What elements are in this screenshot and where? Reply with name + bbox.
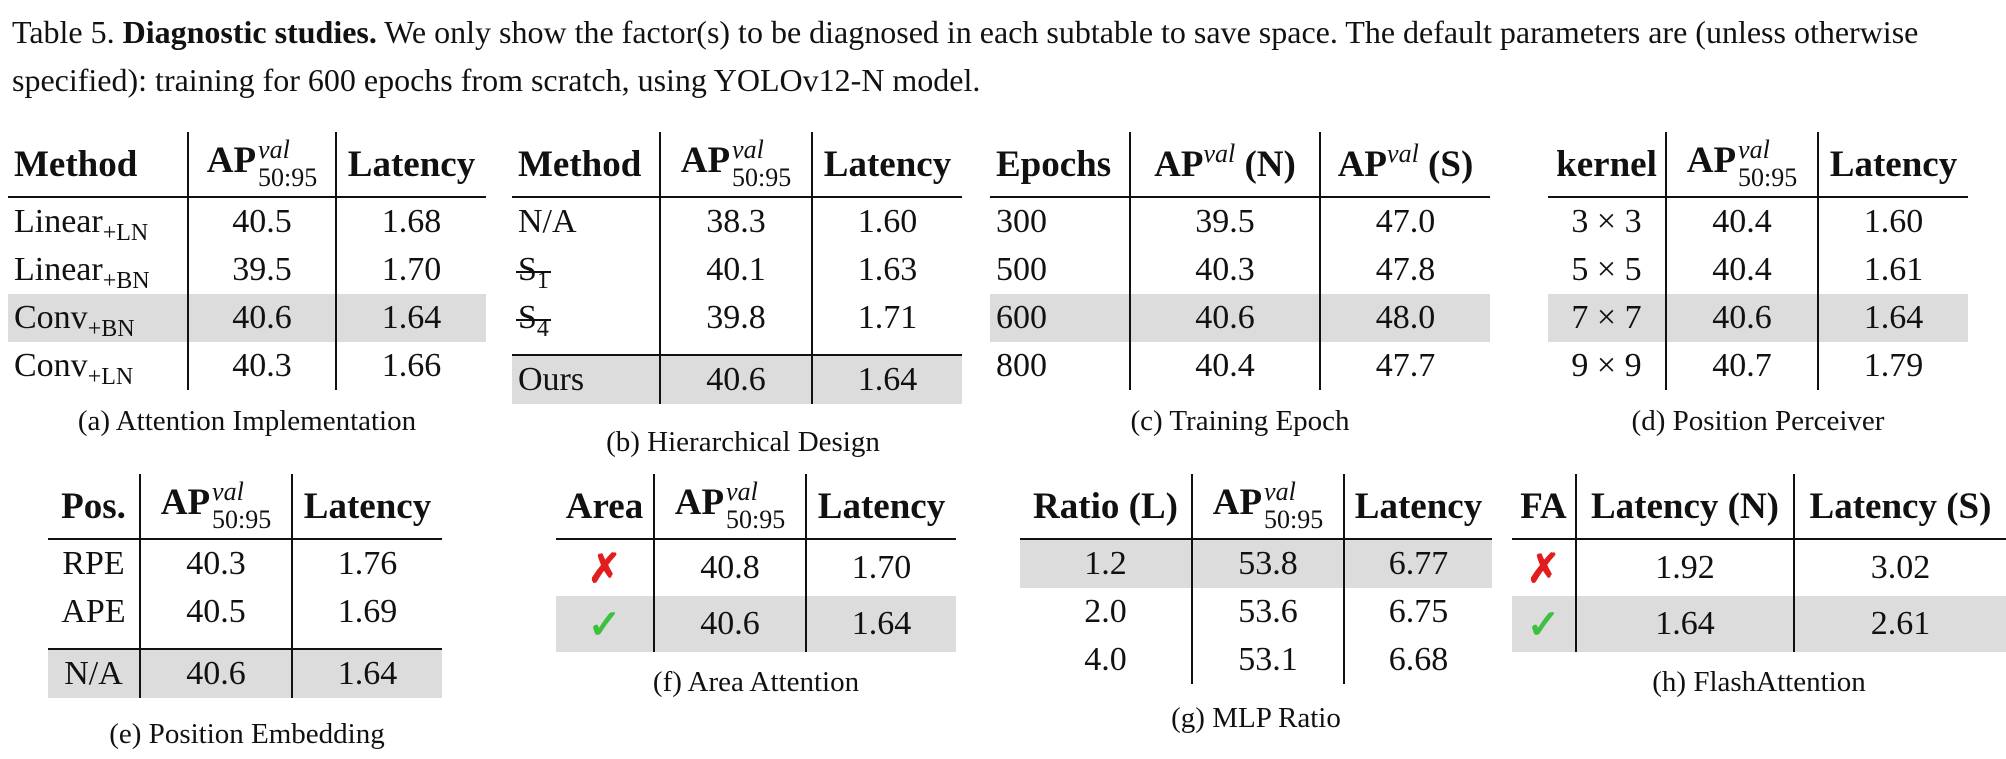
table-row: S1 40.1 1.63 (512, 246, 962, 294)
table-row: 500 40.3 47.8 (990, 246, 1490, 294)
header-latency-n: Latency (N) (1575, 474, 1794, 540)
table-row: Linear+BN 39.5 1.70 (8, 246, 486, 294)
header-kernel: kernel (1548, 132, 1666, 198)
subtable-g-caption: (g) MLP Ratio (1171, 702, 1341, 734)
header-pos: Pos. (48, 474, 140, 540)
table-row-highlighted: ✓ 1.64 2.61 (1512, 596, 2006, 652)
subtable-d: kernel AP val 50:95 Latency 3 × 3 40.4 1.6… (1548, 132, 1968, 390)
table-row-highlighted: Conv+BN 40.6 1.64 (8, 294, 486, 342)
attention-implementation-table: Method AP val 50:95 Latency Linear+LN 40.5… (8, 132, 486, 390)
subtable-g: Ratio (L) AP val 50:95 Latency 1.2 53.8 6.… (1020, 474, 1492, 684)
subtable-b-caption: (b) Hierarchical Design (606, 426, 880, 458)
table-row: 800 40.4 47.7 (990, 342, 1490, 390)
hierarchical-design-table: Method AP val 50:95 Latency N/A 38.3 1.60 … (512, 132, 962, 404)
subtable-c-caption: (c) Training Epoch (1130, 405, 1350, 437)
subtable-c: Epochs APval (N) APval (S) 300 39.5 47.0… (990, 132, 1490, 390)
header-ap: AP val 50:95 (187, 132, 336, 198)
table-row: S4 39.8 1.71 (512, 294, 962, 342)
subtable-h: FA Latency (N) Latency (S) ✗ 1.92 3.02 ✓… (1512, 474, 2006, 652)
table-row: 3 × 3 40.4 1.60 (1548, 197, 1968, 246)
subtable-f: Area AP val 50:95 Latency ✗ 40.8 1.70 ✓ 40… (556, 474, 956, 652)
mlp-ratio-table: Ratio (L) AP val 50:95 Latency 1.2 53.8 6.… (1020, 474, 1492, 684)
table-row-highlighted: ✓ 40.6 1.64 (556, 596, 956, 652)
subtable-e-caption: (e) Position Embedding (109, 718, 385, 750)
table-row: ✗ 40.8 1.70 (556, 539, 956, 596)
header-latency: Latency (291, 474, 442, 540)
header-epochs: Epochs (990, 132, 1130, 198)
header-method: Method (8, 132, 188, 198)
position-embedding-table: Pos. AP val 50:95 Latency RPE 40.3 1.76 AP… (48, 474, 442, 698)
table-row: Conv+LN 40.3 1.66 (8, 342, 486, 390)
subtable-e: Pos. AP val 50:95 Latency RPE 40.3 1.76 AP… (48, 474, 442, 698)
cross-icon: ✗ (1526, 545, 1561, 591)
header-ap: AP val 50:95 (139, 474, 292, 540)
flashattention-table: FA Latency (N) Latency (S) ✗ 1.92 3.02 ✓… (1512, 474, 2006, 652)
header-latency: Latency (811, 132, 962, 198)
header-latency: Latency (335, 132, 486, 198)
subtable-h-caption: (h) FlashAttention (1652, 666, 1866, 698)
table-row: 4.0 53.1 6.68 (1020, 636, 1492, 684)
table-row-highlighted: N/A 40.6 1.64 (48, 648, 442, 698)
table-row: 2.0 53.6 6.75 (1020, 588, 1492, 636)
table-row: N/A 38.3 1.60 (512, 197, 962, 246)
area-attention-table: Area AP val 50:95 Latency ✗ 40.8 1.70 ✓ 40… (556, 474, 956, 652)
header-latency: Latency (1343, 474, 1492, 540)
header-ap: AP val 50:95 (1665, 132, 1818, 198)
table-row: RPE 40.3 1.76 (48, 539, 442, 588)
subtable-b: Method AP val 50:95 Latency N/A 38.3 1.60 … (512, 132, 962, 404)
table-row: Linear+LN 40.5 1.68 (8, 197, 486, 246)
position-perceiver-table: kernel AP val 50:95 Latency 3 × 3 40.4 1.6… (1548, 132, 1968, 390)
subtable-f-caption: (f) Area Attention (652, 666, 860, 698)
table-row-highlighted: 7 × 7 40.6 1.64 (1548, 294, 1968, 342)
header-fa: FA (1512, 474, 1576, 540)
table-row-highlighted: Ours 40.6 1.64 (512, 354, 962, 404)
table-row-highlighted: 600 40.6 48.0 (990, 294, 1490, 342)
header-ratio: Ratio (L) (1020, 474, 1192, 540)
header-ap: AP val 50:95 (653, 474, 806, 540)
header-latency: Latency (805, 474, 956, 540)
table-row: 300 39.5 47.0 (990, 197, 1490, 246)
table-label: Table 5. (12, 14, 115, 50)
subtable-a-caption: (a) Attention Implementation (77, 405, 417, 437)
table-row: 9 × 9 40.7 1.79 (1548, 342, 1968, 390)
table-row: ✗ 1.92 3.02 (1512, 539, 2006, 596)
subtable-a: Method AP val 50:95 Latency Linear+LN 40.5… (8, 132, 486, 390)
subtable-d-caption: (d) Position Perceiver (1631, 405, 1885, 437)
header-ap: AP val 50:95 (659, 132, 812, 198)
header-ap-n: APval (N) (1129, 132, 1320, 198)
header-area: Area (556, 474, 654, 540)
training-epoch-table: Epochs APval (N) APval (S) 300 39.5 47.0… (990, 132, 1490, 390)
check-icon: ✓ (587, 601, 622, 647)
table-title: Diagnostic studies. (122, 14, 377, 50)
header-ap: AP val 50:95 (1191, 474, 1344, 540)
header-ap-s: APval (S) (1319, 132, 1490, 198)
header-latency-s: Latency (S) (1793, 474, 2006, 540)
header-latency: Latency (1817, 132, 1968, 198)
header-method: Method (512, 132, 660, 198)
table-row-highlighted: 1.2 53.8 6.77 (1020, 539, 1492, 588)
table-caption: Table 5. Diagnostic studies. We only sho… (12, 8, 1997, 104)
cross-icon: ✗ (587, 545, 622, 591)
check-icon: ✓ (1526, 601, 1561, 647)
table-row: APE 40.5 1.69 (48, 588, 442, 636)
table-row: 5 × 5 40.4 1.61 (1548, 246, 1968, 294)
table-description: We only show the factor(s) to be diagnos… (12, 14, 1919, 98)
